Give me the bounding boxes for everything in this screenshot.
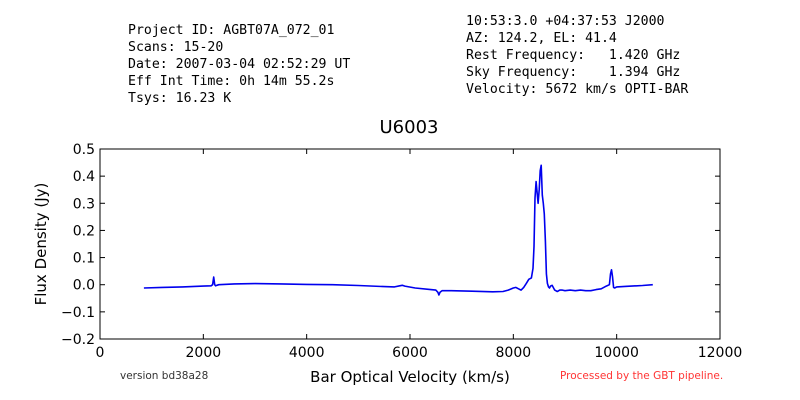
x-tick-label: 10000 [594,345,639,361]
y-tick-label: 0.5 [73,142,95,158]
y-tick-label: −0.2 [61,332,95,348]
info-right-line: Velocity: 5672 km/s OPTI-BAR [466,82,689,97]
y-tick-label: −0.1 [61,305,95,321]
y-tick-label: 0.3 [73,196,95,212]
x-tick-label: 6000 [392,345,428,361]
x-tick-label: 2000 [186,345,222,361]
pipeline-credit: Processed by the GBT pipeline. [560,370,724,382]
info-left-line: Scans: 15-20 [128,40,224,55]
x-tick-label: 0 [96,345,105,361]
info-left-line: Eff Int Time: 0h 14m 55.2s [128,74,335,89]
chart-title: U6003 [380,117,439,138]
observation-info-right: 10:53:3.0 +04:37:53 J2000 AZ: 124.2, EL: … [466,13,688,98]
x-tick-label: 12000 [698,345,743,361]
axis-ticks: 0 2000 4000 6000 8000 10000 12000 −0.2 −0.1 0.0 0.… [61,142,742,361]
plot-frame [99,148,721,340]
x-axis-label: Bar Optical Velocity (km/s) [310,368,510,386]
info-left-line: Project ID: AGBT07A_072_01 [128,23,335,38]
info-right-line: AZ: 124.2, EL: 41.4 [466,31,617,46]
y-axis-label: Flux Density (Jy) [32,183,50,306]
spectrum-line [143,164,653,296]
info-left-line: Tsys: 16.23 K [128,91,232,106]
version-label: version bd38a28 [120,370,209,382]
observation-info-left: Project ID: AGBT07A_072_01 Scans: 15-20 Da… [128,22,350,107]
info-right-line: 10:53:3.0 +04:37:53 J2000 [466,14,665,29]
y-tick-label: 0.4 [73,169,95,185]
x-tick-label: 4000 [289,345,325,361]
x-tick-label: 8000 [496,345,532,361]
y-tick-label: 0.1 [73,251,95,267]
info-right-line: Rest Frequency: 1.420 GHz [466,48,681,63]
info-right-line: Sky Frequency: 1.394 GHz [466,65,681,80]
y-tick-label: 0.2 [73,223,95,239]
info-left-line: Date: 2007-03-04 02:52:29 UT [128,57,351,72]
y-tick-label: 0.0 [73,278,95,294]
